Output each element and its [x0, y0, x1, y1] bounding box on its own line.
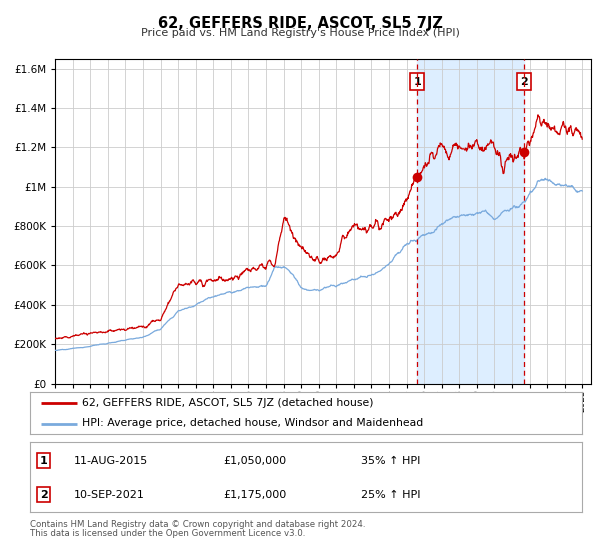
Text: 35% ↑ HPI: 35% ↑ HPI — [361, 456, 421, 465]
Text: Price paid vs. HM Land Registry's House Price Index (HPI): Price paid vs. HM Land Registry's House … — [140, 28, 460, 38]
Bar — [417, 59, 524, 384]
Text: 10-SEP-2021: 10-SEP-2021 — [74, 490, 145, 500]
Text: 62, GEFFERS RIDE, ASCOT, SL5 7JZ: 62, GEFFERS RIDE, ASCOT, SL5 7JZ — [158, 16, 442, 31]
Text: 62, GEFFERS RIDE, ASCOT, SL5 7JZ (detached house): 62, GEFFERS RIDE, ASCOT, SL5 7JZ (detach… — [82, 398, 374, 408]
Text: 11-AUG-2015: 11-AUG-2015 — [74, 456, 148, 465]
Text: £1,175,000: £1,175,000 — [223, 490, 286, 500]
Text: £1,050,000: £1,050,000 — [223, 456, 286, 465]
Text: HPI: Average price, detached house, Windsor and Maidenhead: HPI: Average price, detached house, Wind… — [82, 418, 424, 428]
Text: 1: 1 — [40, 456, 47, 465]
Text: Contains HM Land Registry data © Crown copyright and database right 2024.: Contains HM Land Registry data © Crown c… — [30, 520, 365, 529]
Text: 1: 1 — [413, 77, 421, 87]
Text: This data is licensed under the Open Government Licence v3.0.: This data is licensed under the Open Gov… — [30, 529, 305, 538]
Text: 2: 2 — [520, 77, 528, 87]
Text: 2: 2 — [40, 490, 47, 500]
Text: 25% ↑ HPI: 25% ↑ HPI — [361, 490, 421, 500]
